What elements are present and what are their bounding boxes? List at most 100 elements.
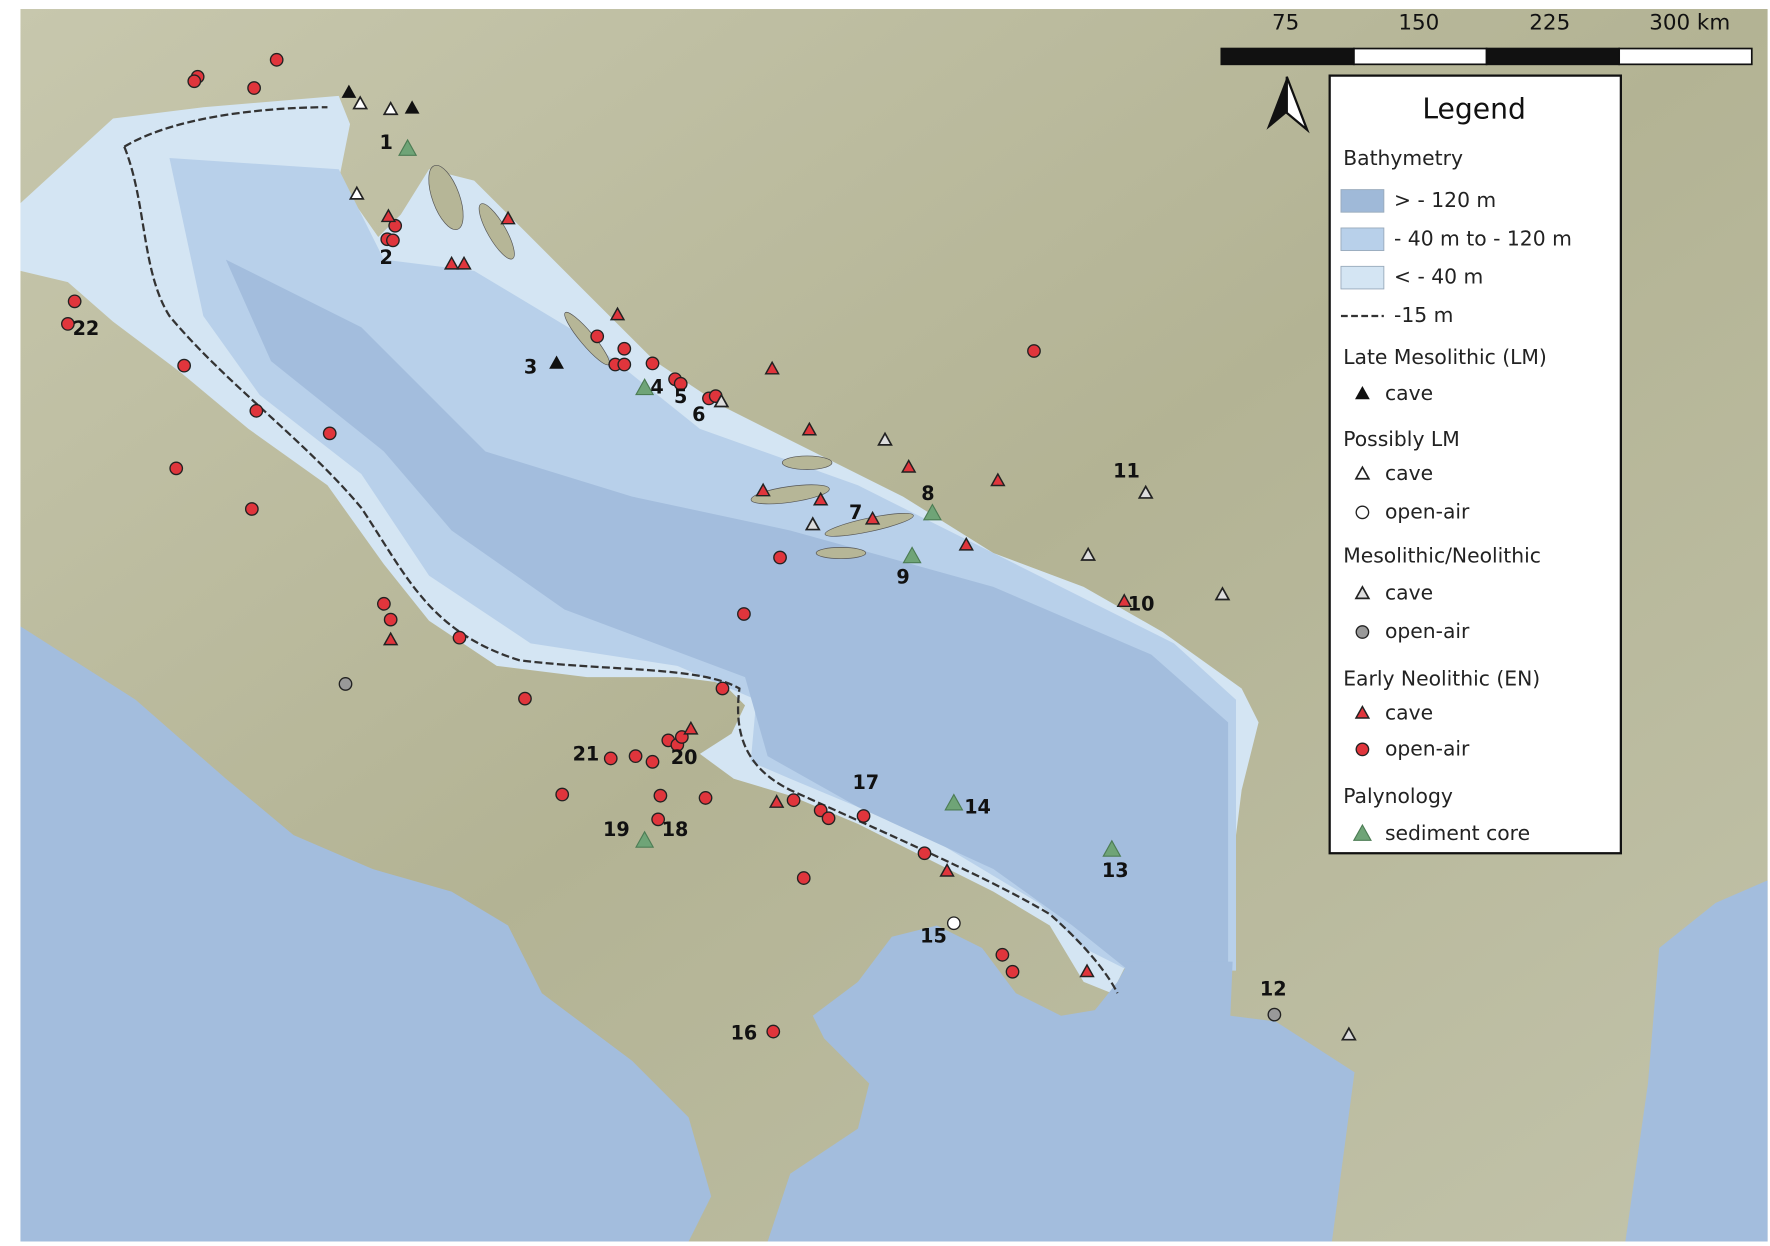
site-marker: [247, 81, 261, 95]
legend-item: -15 m: [1394, 303, 1453, 327]
site-label: 3: [524, 355, 537, 378]
legend-heading: Mesolithic/Neolithic: [1343, 543, 1541, 567]
north-arrow-right: [1285, 76, 1310, 134]
site-label: 7: [849, 501, 862, 524]
site-label: 4: [650, 376, 663, 399]
site-marker: [946, 916, 961, 931]
legend-item: open-air: [1385, 736, 1470, 760]
scale-label: 300 km: [1649, 11, 1730, 36]
site-marker: [609, 306, 626, 321]
scale-segment: [1485, 47, 1621, 66]
legend-swatch: [1340, 265, 1385, 290]
legend-heading: Possibly LM: [1343, 427, 1460, 451]
site-label: 2: [379, 246, 392, 269]
island: [824, 512, 914, 537]
scale-segment: [1353, 47, 1488, 66]
island: [428, 165, 464, 230]
site-marker: [249, 403, 264, 418]
site-marker: [939, 863, 955, 877]
site-marker: [348, 185, 365, 200]
site-marker: [821, 811, 836, 826]
sites: [60, 52, 1357, 1041]
site-marker: [1267, 1007, 1282, 1022]
site-label: 19: [603, 818, 630, 841]
legend-heading: Palynology: [1343, 784, 1453, 808]
site-marker: [796, 871, 811, 885]
sea-ionian: [767, 925, 1355, 1242]
site-marker: [645, 754, 660, 769]
scale-segment: [1220, 47, 1355, 66]
island: [815, 547, 867, 560]
site-marker: [768, 794, 785, 808]
site-marker: [177, 358, 192, 373]
site-marker: [443, 255, 460, 270]
site-marker: [338, 677, 353, 691]
legend-item: < - 40 m: [1394, 265, 1483, 289]
site-marker: [1080, 546, 1097, 561]
site-marker: [922, 503, 942, 521]
site-marker: [555, 787, 570, 802]
site-marker: [713, 393, 730, 408]
site-marker: [382, 631, 399, 646]
site-marker: [917, 846, 932, 861]
site-marker: [944, 793, 964, 811]
site-marker: [1354, 465, 1371, 480]
site-marker: [1116, 593, 1132, 608]
legend-heading: Late Mesolithic (LM): [1343, 345, 1547, 369]
site-marker: [187, 74, 202, 89]
site-label: 10: [1128, 592, 1155, 615]
site-marker: [1355, 625, 1370, 639]
site-marker: [1079, 963, 1095, 978]
sea-tyrrhenian: [20, 626, 712, 1242]
site-marker: [764, 360, 780, 375]
site-marker: [786, 793, 801, 808]
legend-heading: Bathymetry: [1343, 146, 1463, 170]
site-marker: [603, 751, 618, 766]
site-marker: [1214, 586, 1231, 601]
site-marker: [617, 341, 632, 356]
site-marker: [386, 233, 400, 248]
island: [781, 455, 833, 470]
sea-aegean: [1625, 880, 1768, 1242]
site-label: 12: [1260, 977, 1287, 1000]
site-marker: [452, 630, 467, 645]
site-marker: [651, 812, 666, 827]
site-marker: [1102, 839, 1122, 857]
site-marker: [958, 536, 974, 551]
scale-label: 75: [1272, 11, 1299, 36]
site-marker: [698, 791, 713, 805]
site-label: 8: [921, 482, 934, 505]
scale-label: 225: [1529, 11, 1570, 36]
site-label: 21: [573, 743, 600, 766]
site-marker: [377, 596, 391, 611]
site-marker: [804, 516, 821, 531]
site-marker: [635, 830, 655, 848]
site-marker: [383, 612, 398, 627]
scale-label: 150: [1398, 11, 1439, 36]
legend-item: cave: [1385, 700, 1433, 724]
sea-adriatic-deep: [225, 259, 1229, 971]
site-marker: [617, 357, 632, 372]
legend-swatch: [1340, 227, 1385, 252]
site-marker: [877, 431, 893, 446]
legend-item: sediment core: [1385, 821, 1530, 845]
site-marker: [352, 95, 369, 110]
site-marker: [1137, 484, 1154, 499]
isobath-15m: [123, 106, 1119, 994]
site-marker: [1354, 705, 1371, 719]
site-marker: [380, 208, 397, 223]
site-marker: [673, 376, 688, 391]
legend-item: cave: [1385, 381, 1433, 405]
site-label: 15: [920, 924, 947, 947]
site-marker: [269, 52, 284, 67]
site-marker: [67, 294, 82, 309]
site-marker: [864, 510, 881, 525]
site-marker: [653, 788, 668, 803]
site-marker: [902, 546, 922, 564]
site-marker: [856, 809, 871, 823]
legend-heading: Early Neolithic (EN): [1343, 666, 1540, 690]
site-label: 1: [379, 131, 392, 154]
